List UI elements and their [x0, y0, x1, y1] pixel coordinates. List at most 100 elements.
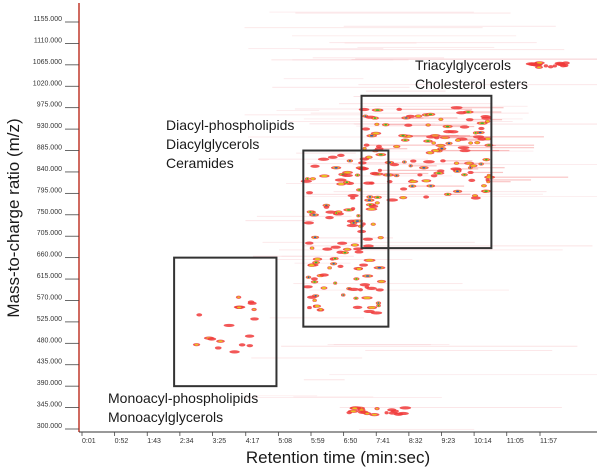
- spot: [327, 155, 338, 159]
- spot-peak: [474, 132, 477, 134]
- background-trace: [354, 123, 597, 125]
- spot-trail: [406, 117, 458, 119]
- background-trace: [258, 158, 428, 160]
- spot-trail: [407, 135, 480, 137]
- spot: [304, 241, 314, 245]
- background-trace: [269, 11, 474, 13]
- spot: [465, 118, 474, 122]
- spot-core: [475, 141, 480, 144]
- background-trace: [292, 35, 517, 37]
- spot-peak: [356, 174, 359, 176]
- spot: [357, 167, 368, 171]
- spot: [247, 300, 255, 304]
- spot-peak: [355, 220, 360, 222]
- spot-trail: [366, 144, 443, 146]
- spot: [334, 178, 347, 182]
- spot-core: [456, 139, 460, 142]
- x-tick-label: 1:43: [147, 438, 161, 445]
- spot-trail: [456, 107, 504, 109]
- x-tick-label: 3:25: [212, 438, 226, 445]
- background-trace: [309, 289, 509, 291]
- spot-trail: [488, 181, 511, 183]
- spot: [250, 317, 259, 321]
- spot: [369, 171, 380, 176]
- spot: [322, 247, 333, 251]
- spot: [223, 323, 235, 328]
- x-tick-label: 9:23: [441, 438, 455, 445]
- spot-peak: [403, 139, 407, 141]
- spot: [480, 115, 491, 119]
- x-tick-label: 5:59: [311, 438, 325, 445]
- background-trace: [244, 27, 483, 29]
- spot-trail: [468, 111, 502, 113]
- spot-peak: [335, 212, 338, 214]
- spot: [377, 168, 383, 172]
- spot: [310, 277, 318, 281]
- spot-core: [310, 177, 315, 180]
- spot: [468, 178, 476, 182]
- spot-peak: [332, 262, 335, 265]
- spot-core: [427, 151, 433, 154]
- spot: [229, 350, 240, 354]
- spot: [306, 191, 313, 195]
- x-tick-label: 8:32: [409, 438, 423, 445]
- x-tick-label: 0:52: [115, 438, 129, 445]
- spot-core: [310, 246, 314, 250]
- y-tick-label: 840.000: [37, 166, 62, 173]
- spot-peak: [358, 189, 361, 191]
- y-tick-label: 390.000: [37, 380, 62, 387]
- spot-core: [344, 248, 350, 251]
- background-trace: [317, 237, 393, 239]
- spot-peak: [348, 160, 351, 162]
- background-trace: [343, 25, 556, 27]
- spot-core: [536, 61, 543, 64]
- y-ticks: 1155.000 1110.000 1065.000 1020.000 975.000 9…: [33, 16, 79, 430]
- y-tick-label: 345.000: [37, 402, 62, 409]
- spot: [310, 164, 320, 168]
- spot-trail: [440, 144, 496, 147]
- spot-core: [409, 180, 417, 183]
- spot-core: [365, 412, 370, 415]
- spot: [485, 178, 490, 182]
- background-trace: [306, 193, 543, 195]
- spot-peak: [478, 131, 482, 134]
- spot: [555, 62, 566, 66]
- spot: [440, 159, 446, 163]
- spot: [354, 250, 364, 254]
- background-trace: [306, 194, 456, 195]
- spot-trail: [458, 139, 484, 141]
- spot: [306, 295, 317, 299]
- background-trace: [294, 262, 351, 264]
- background-trace: [358, 84, 597, 86]
- region-label: Monoacyl-phospholipids: [108, 390, 258, 406]
- spot-core: [378, 280, 385, 283]
- spot-core: [482, 184, 486, 187]
- spot: [396, 107, 403, 111]
- background-trace: [333, 344, 450, 345]
- background-trace: [255, 395, 318, 397]
- y-tick-label: 660.000: [37, 252, 62, 259]
- x-tick-label: 11:57: [540, 438, 557, 445]
- spot: [447, 130, 459, 134]
- spot: [341, 173, 353, 178]
- spot-trail: [469, 119, 503, 121]
- spot-peak: [377, 302, 380, 304]
- region-label: Diacylglycerols: [166, 136, 259, 152]
- y-tick-label: 885.000: [37, 145, 62, 152]
- spot: [346, 223, 359, 228]
- spot-peak: [446, 193, 450, 196]
- spot-trail: [447, 193, 471, 195]
- spot-core: [314, 305, 320, 308]
- spot: [244, 334, 255, 338]
- background-trace: [351, 59, 597, 60]
- spot: [457, 146, 470, 150]
- spot-core: [363, 147, 366, 150]
- spot-peak: [352, 222, 355, 224]
- spot-core: [378, 236, 383, 239]
- background-trace: [299, 49, 565, 51]
- spot-trail: [412, 185, 465, 187]
- spot-trail: [379, 169, 438, 171]
- spot-core: [252, 308, 256, 311]
- spot-peak: [334, 282, 336, 284]
- spot-trail: [447, 125, 475, 128]
